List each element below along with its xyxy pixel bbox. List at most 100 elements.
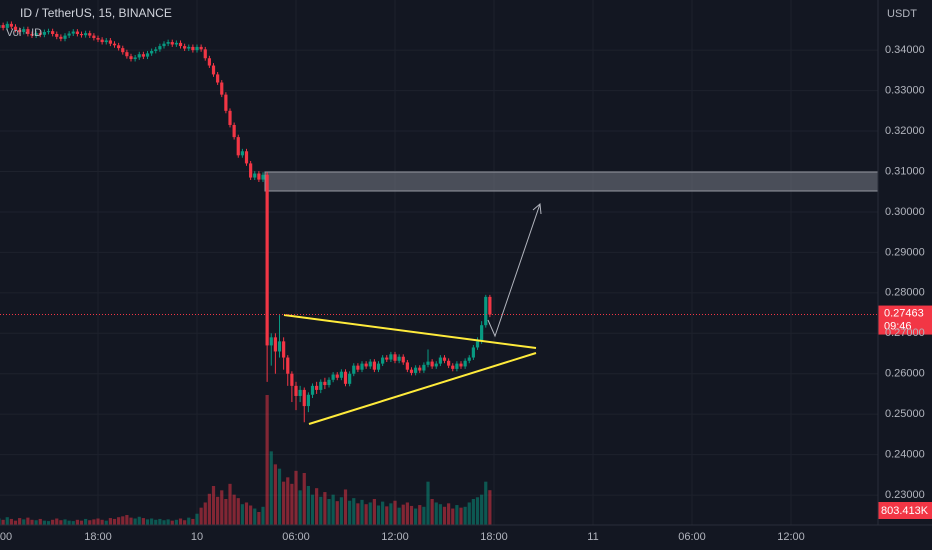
candle-body — [104, 40, 108, 43]
candle-body — [249, 163, 253, 178]
volume-bar — [79, 520, 84, 525]
candle-body — [315, 385, 319, 390]
y-tick-label: 0.23000 — [885, 489, 925, 501]
y-tick-label: 0.24000 — [885, 449, 925, 461]
candle-body — [409, 369, 414, 373]
candle-body — [360, 363, 364, 370]
candle-body — [13, 26, 18, 30]
volume-bar — [277, 468, 282, 525]
candle-body — [273, 337, 277, 352]
candle-body — [121, 48, 125, 53]
candle-body — [335, 374, 339, 378]
volume-bar — [84, 518, 88, 525]
candle-body — [195, 46, 199, 51]
volume-bar — [162, 520, 166, 525]
volume-bar — [137, 516, 141, 525]
volume-bar — [282, 481, 286, 525]
volume-bar — [467, 502, 471, 525]
candle-body — [327, 379, 331, 386]
last-volume-label: 803.413K — [881, 505, 929, 517]
volume-bar — [166, 519, 170, 525]
candle-body — [426, 361, 430, 365]
candle-body — [154, 49, 158, 51]
y-tick-label: 0.26000 — [885, 368, 925, 380]
volume-bar — [145, 519, 150, 525]
volume-bar — [471, 499, 475, 525]
y-tick-label: 0.34000 — [885, 44, 925, 56]
volume-bar — [125, 515, 129, 525]
volume-bar — [34, 520, 38, 525]
volume-bar — [323, 492, 327, 525]
currency-label: USDT — [887, 8, 917, 20]
candle-body — [211, 65, 216, 75]
triangle-upper-line — [283, 314, 537, 349]
candle-body — [290, 373, 294, 386]
candle-body — [216, 74, 220, 83]
volume-bar — [397, 507, 401, 525]
volume-bar — [63, 519, 67, 525]
volume-bar — [286, 477, 290, 525]
candle-body — [475, 341, 480, 348]
candle-body — [488, 296, 492, 315]
candle-body — [339, 371, 343, 378]
volume-bar — [1, 519, 5, 525]
candle-body — [145, 53, 150, 57]
candle-body — [174, 42, 178, 45]
candle-body — [348, 373, 352, 384]
volume-bar — [306, 486, 310, 525]
x-tick-label: 06:00 — [282, 531, 310, 543]
candle-body — [282, 341, 286, 358]
volume-bar — [170, 520, 174, 525]
candle-body — [447, 360, 451, 366]
candle-body — [59, 36, 63, 39]
volume-bar — [150, 518, 154, 525]
candle-body — [236, 137, 240, 156]
candle-body — [455, 363, 459, 369]
volume-bar — [38, 518, 42, 525]
candle-body — [385, 357, 389, 360]
candle-body — [125, 52, 129, 57]
candle-body — [405, 362, 409, 370]
volume-bar — [13, 520, 18, 525]
y-tick-label: 0.28000 — [885, 287, 925, 299]
candle-body — [38, 33, 42, 35]
y-tick-label: 0.32000 — [885, 125, 925, 137]
volume-bar — [211, 486, 216, 525]
arrow-head — [532, 202, 542, 215]
volume-bar — [158, 518, 162, 525]
candle-body — [137, 54, 141, 58]
volume-bar — [455, 505, 459, 525]
candle-body — [46, 31, 51, 33]
volume-bar — [236, 498, 240, 525]
candle-body — [220, 82, 224, 95]
volume-bar — [183, 520, 187, 525]
candle-body — [199, 46, 203, 50]
volume-bar — [203, 502, 207, 525]
volume-bar — [121, 516, 125, 525]
candle-body — [1, 25, 5, 28]
volume-bar — [434, 502, 438, 525]
candle-body — [88, 33, 92, 36]
x-tick-label: 18:00 — [480, 531, 508, 543]
volume-bar — [339, 497, 343, 525]
volume-bar — [389, 503, 393, 525]
candle-body — [438, 357, 442, 364]
volume-bar — [368, 502, 372, 525]
volume-bar — [352, 498, 356, 525]
volume-bar — [108, 518, 112, 525]
volume-bar — [298, 490, 302, 525]
volume-bar — [96, 518, 100, 525]
volume-bar — [224, 499, 228, 525]
volume-bar — [484, 481, 488, 525]
volume-bar — [405, 502, 409, 525]
volume-bar — [294, 470, 298, 525]
volume-bar — [414, 508, 418, 525]
volume-bar — [372, 499, 376, 525]
candle-body — [352, 365, 356, 374]
x-tick-label: 11 — [587, 531, 598, 543]
candle-body — [463, 360, 467, 367]
candle-body — [451, 365, 455, 369]
countdown-label: 09:46 — [884, 320, 912, 332]
candle-body — [84, 33, 88, 36]
